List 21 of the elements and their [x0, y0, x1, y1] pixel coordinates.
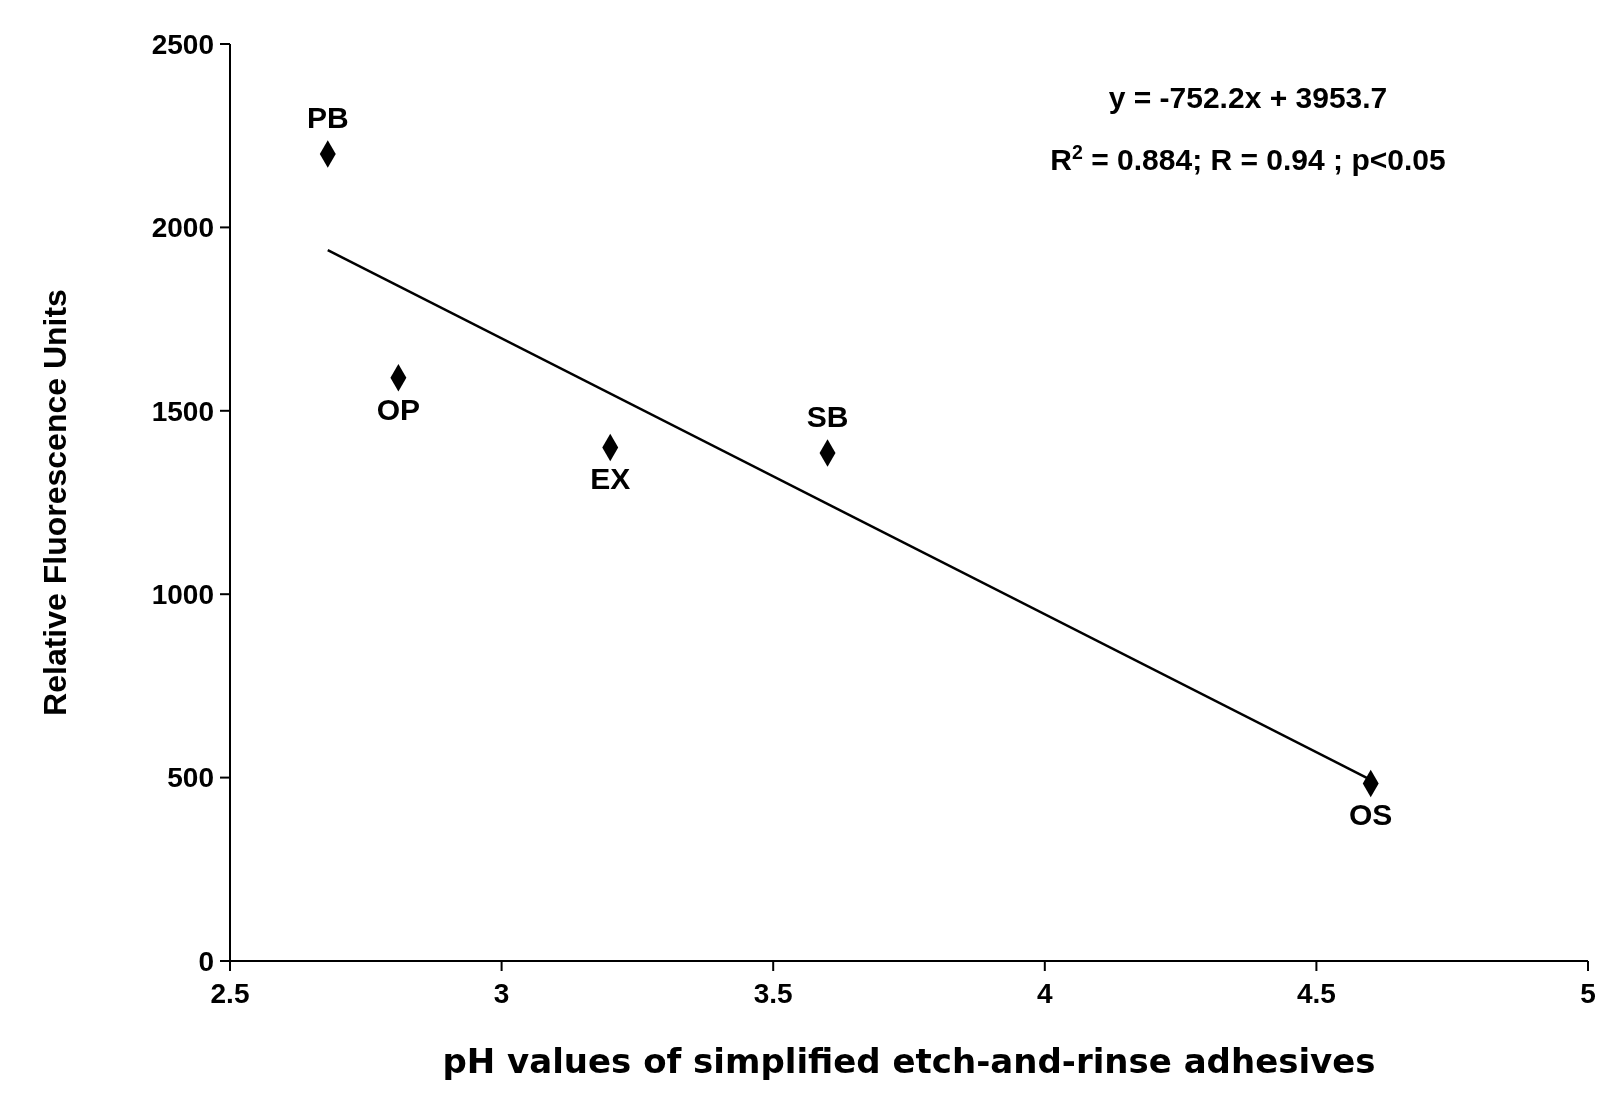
annotation: R$^{2}$ = 0.884; R = 0.94 ; p<0.05: [1050, 141, 1446, 176]
x-tick-label: 3: [493, 978, 510, 1009]
y-tick-label: 2500: [151, 28, 214, 60]
y-tick-label: 1000: [151, 579, 214, 610]
annotation: PB: [306, 101, 349, 135]
y-tick-label: 500: [167, 762, 214, 794]
annotation: EX: [590, 462, 631, 496]
y-axis-title: Relative Fluorescence Units: [37, 289, 73, 716]
x-tick-label: 4: [1037, 978, 1054, 1009]
annotation: OP: [376, 392, 421, 426]
annotation: y = -752.2x + 3953.7: [1108, 81, 1388, 114]
x-tick-label: 2.5: [210, 978, 250, 1009]
x-tick-label: 5: [1580, 978, 1596, 1009]
x-axis-title: pH values of simplified etch-and-rinse adhesives: [442, 1041, 1376, 1081]
y-tick-label: 2000: [151, 212, 214, 244]
annotation: OS: [1349, 798, 1393, 832]
y-tick-label: 0: [198, 945, 214, 977]
x-tick-label: 3.5: [753, 978, 793, 1009]
annotation: SB: [806, 399, 849, 433]
x-tick-label: 4.5: [1296, 978, 1336, 1009]
y-tick-label: 1500: [151, 395, 214, 427]
